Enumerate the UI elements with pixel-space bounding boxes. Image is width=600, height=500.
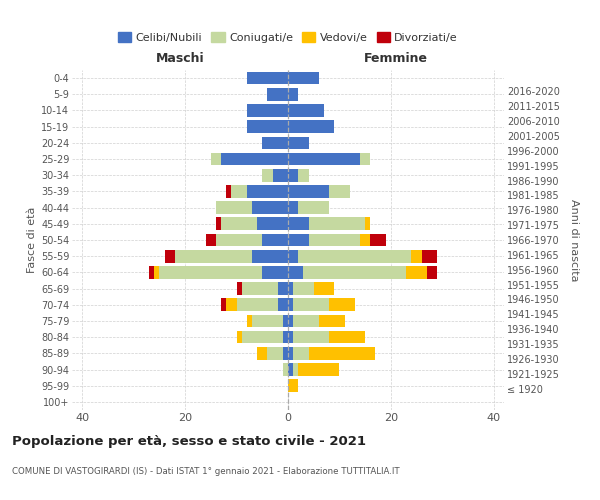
Bar [298,202,329,214]
Bar [319,314,344,328]
Bar [288,298,293,311]
Bar [288,136,308,149]
Bar [226,298,236,311]
Bar [221,152,288,166]
Bar [288,331,293,344]
Bar [288,152,360,166]
Bar [257,218,288,230]
Bar [314,282,334,295]
Bar [304,266,406,278]
Bar [160,266,262,278]
Bar [242,331,283,344]
Bar [288,347,293,360]
Bar [236,298,278,311]
Bar [268,347,283,360]
Bar [288,282,293,295]
Bar [221,298,226,311]
Bar [360,234,370,246]
Bar [412,250,422,262]
Bar [288,363,293,376]
Bar [298,250,412,262]
Bar [247,185,288,198]
Bar [283,363,288,376]
Bar [288,202,298,214]
Bar [288,250,298,262]
Bar [247,314,252,328]
Bar [216,234,262,246]
Bar [154,266,160,278]
Y-axis label: Anni di nascita: Anni di nascita [569,198,579,281]
Bar [278,282,288,295]
Bar [293,331,329,344]
Bar [308,218,365,230]
Bar [406,266,427,278]
Bar [288,266,304,278]
Bar [293,363,298,376]
Bar [308,347,376,360]
Bar [216,218,221,230]
Bar [288,185,329,198]
Bar [288,72,319,85]
Bar [262,169,272,181]
Bar [293,347,308,360]
Bar [329,185,350,198]
Bar [149,266,154,278]
Bar [288,104,324,117]
Bar [206,234,216,246]
Legend: Celibi/Nubili, Coniugati/e, Vedovi/e, Divorziati/e: Celibi/Nubili, Coniugati/e, Vedovi/e, Di… [113,28,463,48]
Bar [288,380,298,392]
Bar [293,314,319,328]
Bar [329,331,365,344]
Bar [164,250,175,262]
Bar [283,314,288,328]
Bar [298,363,340,376]
Bar [283,331,288,344]
Bar [288,314,293,328]
Bar [293,282,314,295]
Bar [226,185,232,198]
Bar [257,347,268,360]
Bar [329,298,355,311]
Bar [427,266,437,278]
Bar [365,218,370,230]
Bar [360,152,370,166]
Bar [268,88,288,101]
Y-axis label: Fasce di età: Fasce di età [26,207,37,273]
Bar [242,282,278,295]
Bar [293,298,329,311]
Bar [221,218,257,230]
Bar [216,202,252,214]
Bar [252,250,288,262]
Bar [272,169,288,181]
Bar [232,185,247,198]
Bar [262,266,288,278]
Bar [262,136,288,149]
Bar [288,234,308,246]
Bar [308,234,360,246]
Bar [236,331,242,344]
Text: Maschi: Maschi [155,52,205,65]
Bar [247,72,288,85]
Bar [247,104,288,117]
Text: Femmine: Femmine [364,52,428,65]
Text: COMUNE DI VASTOGIRARDI (IS) - Dati ISTAT 1° gennaio 2021 - Elaborazione TUTTITAL: COMUNE DI VASTOGIRARDI (IS) - Dati ISTAT… [12,468,400,476]
Bar [252,314,283,328]
Bar [278,298,288,311]
Bar [422,250,437,262]
Bar [236,282,242,295]
Bar [262,234,288,246]
Bar [370,234,386,246]
Bar [252,202,288,214]
Bar [288,218,308,230]
Bar [288,120,334,133]
Bar [211,152,221,166]
Bar [298,169,308,181]
Bar [175,250,252,262]
Bar [288,169,298,181]
Bar [288,88,298,101]
Bar [283,347,288,360]
Bar [247,120,288,133]
Text: Popolazione per età, sesso e stato civile - 2021: Popolazione per età, sesso e stato civil… [12,435,366,448]
